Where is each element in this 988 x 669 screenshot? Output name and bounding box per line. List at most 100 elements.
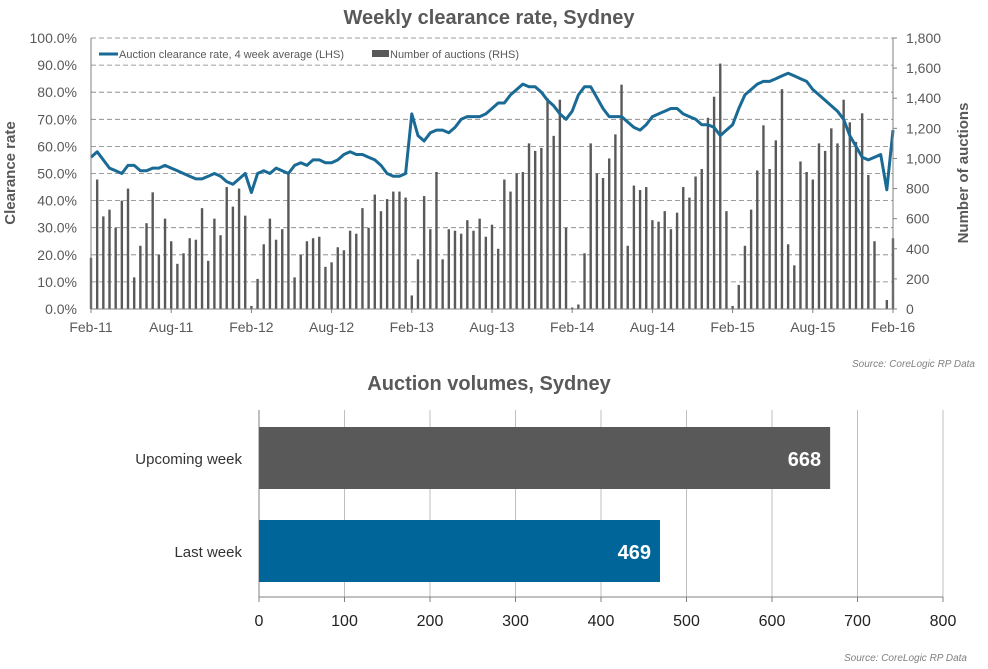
auction-count-bar bbox=[385, 199, 389, 309]
auction-count-bar bbox=[774, 140, 777, 309]
auction-count-bar bbox=[237, 188, 241, 309]
y-tick-label: 0.0% bbox=[45, 301, 77, 317]
auction-count-bar bbox=[817, 143, 821, 309]
auction-count-bar bbox=[719, 63, 722, 309]
auction-count-bar bbox=[854, 141, 858, 309]
y-tick-label: 40.0% bbox=[37, 193, 77, 209]
auction-count-bar bbox=[472, 230, 475, 309]
auction-count-bar bbox=[268, 218, 272, 309]
auction-count-bar bbox=[355, 233, 358, 309]
auction-count-bar bbox=[318, 236, 321, 309]
auction-count-bar bbox=[571, 307, 574, 309]
auction-count-bar bbox=[225, 187, 228, 309]
auction-count-bar bbox=[558, 99, 562, 309]
x-tick-label: Feb-12 bbox=[229, 319, 274, 335]
auction-count-bar bbox=[170, 241, 173, 309]
auction-count-bar bbox=[95, 179, 99, 309]
auction-count-bar bbox=[786, 244, 790, 309]
auction-count-bar bbox=[194, 239, 198, 309]
auction-count-bar bbox=[793, 265, 796, 309]
volume-bar bbox=[259, 520, 660, 582]
auction-count-bar bbox=[663, 211, 666, 309]
auction-count-bar bbox=[682, 187, 685, 309]
auction-count-bar bbox=[213, 218, 216, 309]
x-tick-label: Feb-11 bbox=[69, 319, 113, 335]
auction-count-bar bbox=[459, 233, 463, 309]
auction-count-bar bbox=[632, 185, 636, 309]
auction-count-bar bbox=[262, 244, 265, 309]
auction-count-bar bbox=[311, 238, 315, 309]
auction-count-bar bbox=[799, 161, 802, 309]
auction-count-bar bbox=[669, 229, 673, 309]
y2-tick-label: 1,200 bbox=[906, 120, 941, 136]
y-tick-label: 70.0% bbox=[37, 111, 77, 127]
x-tick-label: Feb-14 bbox=[550, 319, 595, 335]
auction-count-bar bbox=[176, 263, 179, 309]
auction-count-bar bbox=[287, 173, 290, 309]
auction-count-bar bbox=[435, 171, 438, 309]
auction-count-bar bbox=[823, 150, 827, 309]
x-tick-label: 800 bbox=[930, 613, 957, 630]
auction-count-bar bbox=[737, 284, 740, 309]
auction-count-bar bbox=[207, 260, 210, 309]
auction-count-bar bbox=[867, 175, 870, 309]
y2-tick-label: 1,600 bbox=[906, 60, 941, 76]
auction-count-bar bbox=[373, 194, 376, 309]
auction-count-bar bbox=[515, 173, 518, 309]
x-tick-label: 100 bbox=[331, 613, 358, 630]
bar-value-label: 668 bbox=[788, 449, 821, 471]
auction-count-bar bbox=[608, 158, 611, 309]
legend-bar-swatch bbox=[372, 50, 389, 57]
auction-count-bar bbox=[811, 179, 814, 309]
category-label: Upcoming week bbox=[135, 451, 242, 468]
auction-count-bar bbox=[490, 224, 494, 309]
auction-count-bar bbox=[688, 197, 691, 309]
auction-count-bar bbox=[885, 299, 889, 309]
y2-tick-label: 600 bbox=[906, 211, 930, 227]
y2-axis-title: Number of auctions bbox=[955, 103, 972, 244]
auction-count-bar bbox=[416, 259, 420, 309]
auction-count-bar bbox=[139, 245, 142, 309]
auction-count-bar bbox=[145, 223, 148, 309]
auction-count-bar bbox=[429, 229, 432, 309]
auction-count-bar bbox=[842, 99, 845, 309]
x-tick-label: Feb-13 bbox=[390, 319, 435, 335]
category-label: Last week bbox=[174, 544, 242, 561]
auction-count-bar bbox=[120, 200, 124, 309]
auction-count-bar bbox=[645, 187, 648, 309]
y2-tick-label: 1,000 bbox=[906, 150, 941, 166]
x-tick-label: 200 bbox=[417, 613, 444, 630]
y-tick-label: 50.0% bbox=[37, 166, 77, 182]
auction-count-bar bbox=[836, 143, 839, 309]
auction-count-bar bbox=[731, 305, 734, 309]
auction-count-bar bbox=[379, 211, 383, 309]
auction-count-bar bbox=[564, 227, 568, 309]
auction-count-bar bbox=[749, 209, 753, 309]
auction-volumes-chart: Auction volumes, Sydney 0 100 200 300 400 500… bbox=[135, 373, 967, 664]
source-note: Source: CoreLogic RP Data bbox=[844, 653, 967, 664]
auction-count-bar bbox=[780, 89, 784, 309]
auction-count-bar bbox=[706, 117, 710, 310]
auction-count-bar bbox=[281, 229, 284, 309]
auction-count-bar bbox=[219, 235, 222, 309]
auction-count-bar bbox=[756, 170, 759, 309]
volumes-chart-title: Auction volumes, Sydney bbox=[367, 373, 611, 395]
auction-count-bar bbox=[231, 206, 235, 309]
auction-count-bar bbox=[657, 221, 660, 309]
auction-count-bar bbox=[601, 178, 605, 309]
x-tick-label: Aug-12 bbox=[309, 319, 354, 335]
x-tick-label: 700 bbox=[844, 613, 871, 630]
auction-count-bar bbox=[200, 208, 204, 309]
auction-count-bar bbox=[157, 254, 161, 309]
x-tick-label: Aug-15 bbox=[790, 319, 835, 335]
auction-count-bar bbox=[410, 295, 413, 309]
auction-count-bar bbox=[244, 215, 247, 309]
x-tick-label: Aug-13 bbox=[469, 319, 514, 335]
auction-count-bar bbox=[256, 278, 259, 309]
auction-count-bar bbox=[509, 191, 512, 309]
auction-count-bar bbox=[324, 266, 327, 309]
x-tick-label: Feb-15 bbox=[710, 319, 755, 335]
auction-count-bar bbox=[496, 248, 500, 309]
clearance-rate-chart: Weekly clearance rate, Sydney 0.0% 10.0% 2… bbox=[2, 7, 975, 370]
auction-count-bar bbox=[675, 212, 679, 309]
